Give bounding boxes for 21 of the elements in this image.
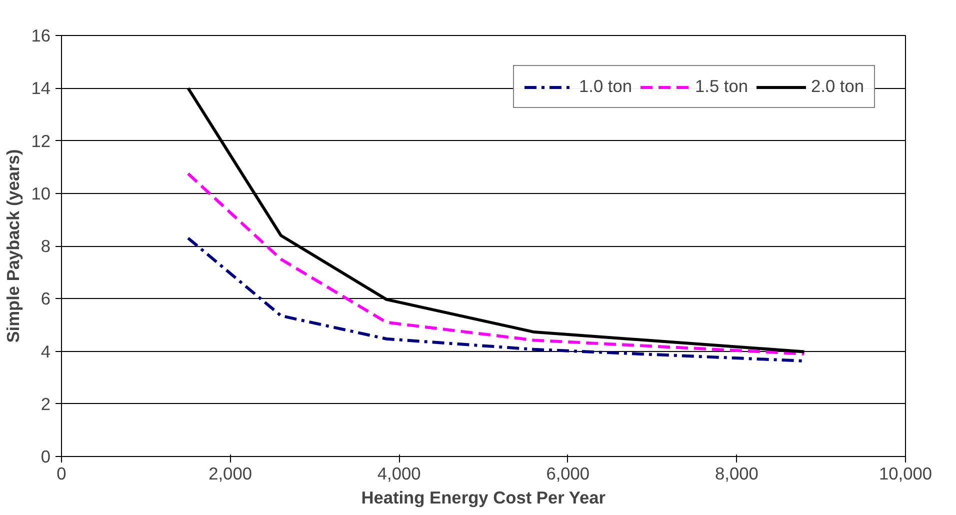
y-tick-label: 8 — [40, 236, 51, 256]
y-axis-title: Simple Payback (years) — [3, 149, 24, 343]
y-tick-label: 2 — [40, 394, 51, 414]
y-tick-label: 12 — [31, 130, 51, 151]
legend-label: 1.5 ton — [695, 76, 748, 97]
y-tick-label: 10 — [31, 183, 51, 204]
legend-label: 2.0 ton — [811, 76, 864, 97]
x-axis-title: Heating Energy Cost Per Year — [361, 488, 606, 508]
line-series — [186, 172, 806, 356]
legend-label: 1.0 ton — [579, 76, 632, 97]
x-tick-label: 4,000 — [377, 464, 421, 484]
y-tick-label: 6 — [40, 288, 51, 309]
y-tick-label: 0 — [40, 446, 51, 466]
x-tick-label: 8,000 — [715, 464, 758, 484]
y-tick-label: 14 — [31, 78, 51, 98]
y-tick-label: 4 — [40, 341, 51, 362]
y-tick-label: 16 — [31, 26, 51, 46]
x-tick-label: 0 — [56, 464, 66, 484]
x-tick-label: 2,000 — [208, 464, 252, 484]
x-tick-label: 10,000 — [879, 464, 932, 484]
x-tick-label: 6,000 — [546, 464, 590, 484]
